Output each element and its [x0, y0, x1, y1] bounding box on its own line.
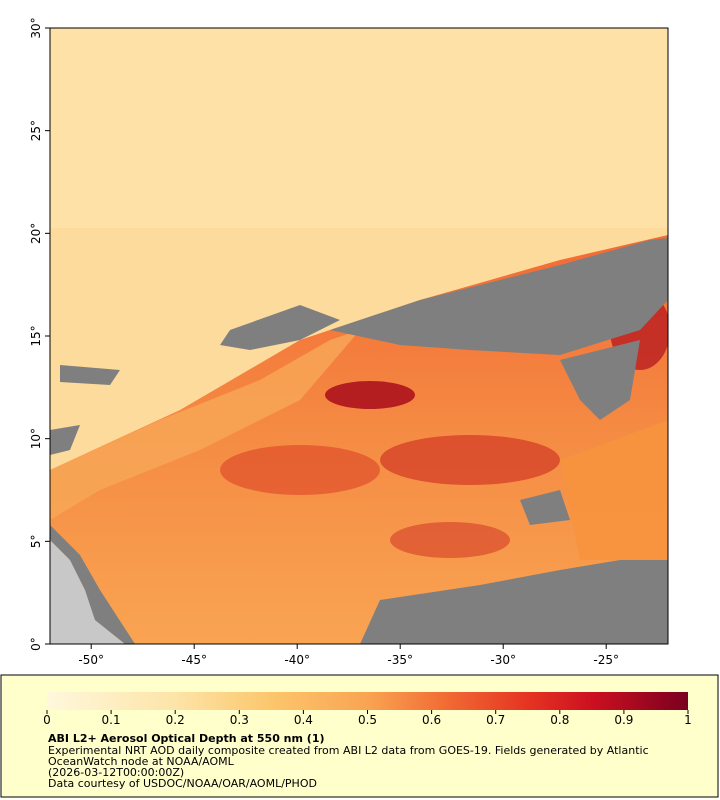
colorbar-tick-label: 0.5 — [358, 713, 377, 727]
x-tick-label: -50° — [78, 653, 104, 667]
colorbar-tick-label: 0.4 — [294, 713, 313, 727]
colorbar-tick-label: 0.7 — [486, 713, 505, 727]
legend-line: OceanWatch node at NOAA/AOML — [48, 755, 235, 768]
colorbar-tick-label: 0.1 — [102, 713, 121, 727]
legend-title: ABI L2+ Aerosol Optical Depth at 550 nm … — [48, 732, 325, 745]
x-tick-label: -35° — [387, 653, 413, 667]
y-tick-label: 15° — [29, 325, 43, 346]
y-tick-label: 10° — [29, 428, 43, 449]
x-tick-label: -40° — [284, 653, 310, 667]
colorbar-tick-label: 1 — [684, 713, 692, 727]
colorbar-tick-label: 0 — [43, 713, 51, 727]
colorbar-tick-label: 0.3 — [230, 713, 249, 727]
legend-line: (2026-03-12T00:00:00Z) — [48, 766, 184, 779]
aod-field — [50, 28, 668, 644]
x-tick-label: -25° — [593, 653, 619, 667]
colorbar-tick-label: 0.9 — [614, 713, 633, 727]
y-tick-label: 20° — [29, 223, 43, 244]
colorbar-tick-label: 0.6 — [422, 713, 441, 727]
colorbar-tick-label: 0.8 — [550, 713, 569, 727]
y-tick-label: 5° — [29, 535, 43, 549]
legend-line: Experimental NRT AOD daily composite cre… — [48, 744, 649, 757]
colorbar — [47, 692, 688, 710]
x-tick-label: -30° — [490, 653, 516, 667]
colorbar-tick-label: 0.2 — [166, 713, 185, 727]
y-tick-label: 0° — [29, 637, 43, 651]
y-tick-label: 30° — [29, 17, 43, 38]
y-tick-label: 25° — [29, 120, 43, 141]
legend-line: Data courtesy of USDOC/NOAA/OAR/AOML/PHO… — [48, 777, 317, 790]
x-tick-label: -45° — [181, 653, 207, 667]
